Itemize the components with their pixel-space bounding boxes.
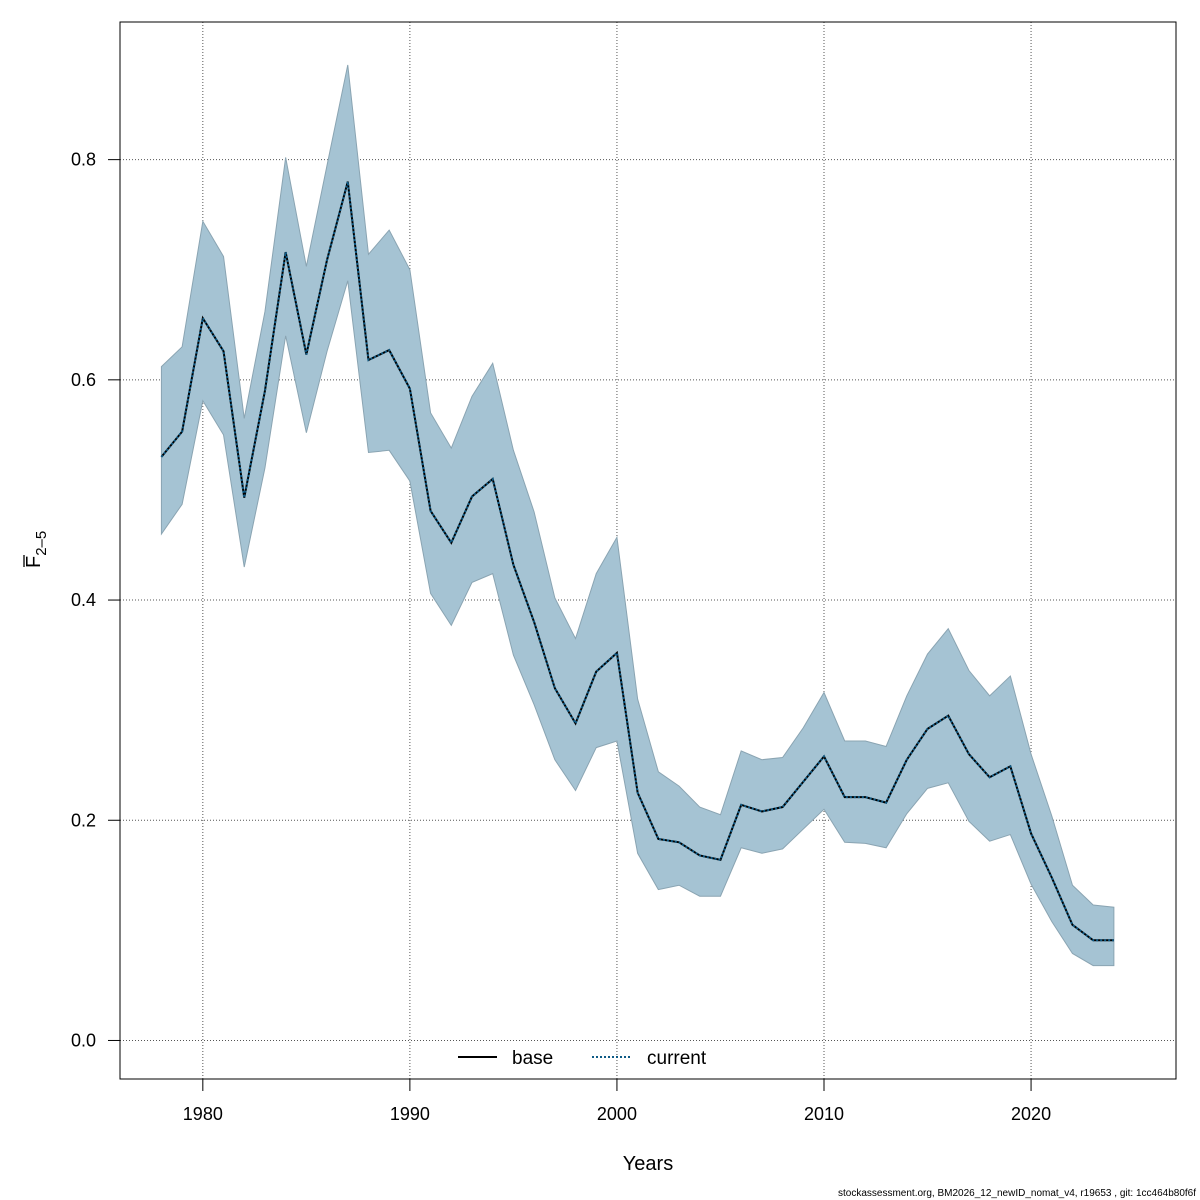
- x-tick-label-1990: 1990: [390, 1104, 430, 1124]
- x-tick-label-1980: 1980: [183, 1104, 223, 1124]
- svg-text:F2–5: F2–5: [23, 531, 50, 568]
- y-tick-label-0.0: 0.0: [71, 1030, 96, 1050]
- y-axis-title-subscript: 2–5: [33, 531, 50, 556]
- x-axis: 1980 1990 2000 2010 2020: [183, 1078, 1051, 1124]
- series-line-current: [160, 181, 1114, 942]
- footer-text: stockassessment.org, BM2026_12_newID_nom…: [838, 1188, 1196, 1199]
- legend: base current: [458, 1048, 707, 1069]
- y-tick-label-0.8: 0.8: [71, 150, 96, 170]
- y-axis-title-main: F: [23, 556, 45, 568]
- x-axis-title: Years: [623, 1153, 673, 1175]
- x-tick-label-2000: 2000: [597, 1104, 637, 1124]
- y-tick-label-0.4: 0.4: [71, 590, 96, 610]
- y-axis: 0.0 0.2 0.4 0.6 0.8: [71, 150, 121, 1050]
- x-tick-label-2020: 2020: [1011, 1104, 1051, 1124]
- y-tick-label-0.6: 0.6: [71, 370, 96, 390]
- y-tick-label-0.2: 0.2: [71, 810, 96, 830]
- y-axis-title: F2–5: [23, 531, 50, 568]
- legend-label-current: current: [647, 1048, 707, 1069]
- confidence-band: [160, 64, 1115, 967]
- legend-label-base: base: [512, 1048, 553, 1069]
- x-tick-label-2010: 2010: [804, 1104, 844, 1124]
